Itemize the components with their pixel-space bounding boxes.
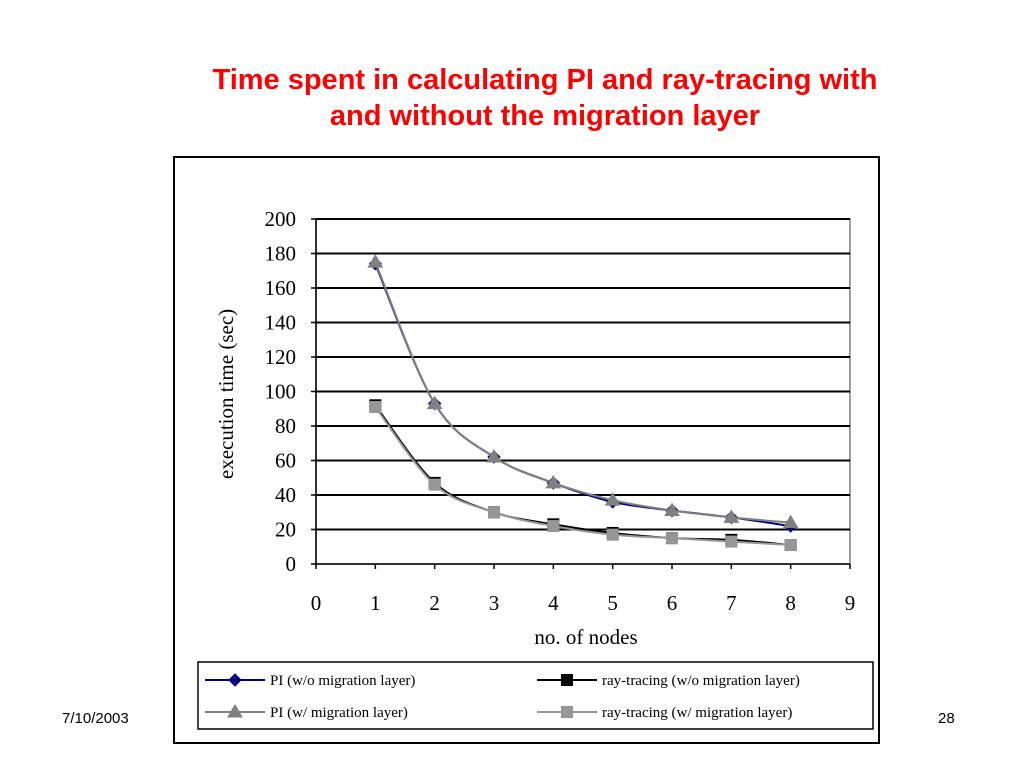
- data-point: [723, 509, 740, 523]
- x-tick-label: 9: [845, 591, 856, 615]
- slide-page-number: 28: [938, 710, 955, 727]
- legend-label: ray-tracing (w/o migration layer): [602, 673, 800, 689]
- series-1: [368, 257, 798, 533]
- data-point: [604, 492, 621, 506]
- data-point: [426, 395, 443, 410]
- data-point: [486, 449, 502, 463]
- slide-title-line-2: and without the migration layer: [329, 100, 761, 132]
- legend-marker: [561, 674, 573, 686]
- data-point: [784, 539, 797, 552]
- y-axis-label: execution time (sec): [214, 309, 238, 479]
- x-tick-label: 5: [607, 591, 618, 615]
- legend: PI (w/o migration layer) ray-tracing (w/o…: [197, 661, 874, 730]
- y-tick-label: 80: [275, 414, 296, 438]
- y-tick-label: 0: [286, 552, 297, 576]
- axes: [311, 218, 851, 569]
- x-tick-label: 6: [667, 591, 678, 615]
- data-point: [545, 474, 562, 489]
- series-line: [374, 406, 791, 547]
- y-tick-label: 120: [265, 345, 297, 369]
- x-tick-label: 4: [548, 591, 559, 615]
- legend-entry-3: PI (w/ migration layer): [205, 704, 408, 721]
- legend-box: [197, 661, 874, 730]
- legend-marker: [227, 704, 243, 718]
- y-tick-label: 200: [265, 207, 297, 231]
- plot-area: 0 20 40 60 80 100 120 140 160 180 200 0 1 2 3 4 5 6 7 8 9: [265, 207, 856, 615]
- legend-entry-2: ray-tracing (w/o migration layer): [537, 673, 800, 689]
- data-point: [488, 506, 500, 519]
- data-point: [547, 520, 560, 533]
- y-tick-label: 100: [265, 380, 297, 404]
- data-point: [664, 502, 680, 517]
- series: [367, 254, 799, 552]
- slide-title: Time spent in calculating PI and ray-tra…: [130, 62, 960, 134]
- y-tick-label: 60: [275, 449, 296, 473]
- x-axis-label: no. of nodes: [534, 625, 637, 649]
- slide-title-line-1: Time spent in calculating PI and ray-tra…: [212, 64, 878, 96]
- series-2: [369, 399, 797, 552]
- data-point: [369, 401, 382, 414]
- series-4: [369, 401, 797, 552]
- data-point: [367, 254, 384, 268]
- y-tick-label: 140: [265, 311, 297, 335]
- x-tick-label: 1: [370, 591, 381, 615]
- legend-label: PI (w/ migration layer): [270, 705, 408, 721]
- gridlines: [315, 218, 851, 565]
- legend-label: PI (w/o migration layer): [270, 673, 415, 689]
- x-tick-label: 2: [429, 591, 440, 615]
- y-tick-label: 160: [265, 276, 297, 300]
- x-tick-label: 3: [489, 591, 500, 615]
- line-chart: 0 20 40 60 80 100 120 140 160 180 200 0 1 2 3 4 5 6 7 8 9 n…: [197, 207, 874, 730]
- series-3: [367, 254, 799, 529]
- x-tick-label: 7: [726, 591, 737, 615]
- slide-date: 7/10/2003: [62, 710, 129, 727]
- data-point: [666, 532, 678, 545]
- data-point: [606, 528, 619, 541]
- y-tick-label: 180: [265, 242, 297, 266]
- chart-frame: 0 20 40 60 80 100 120 140 160 180 200 0 1 2 3 4 5 6 7 8 9 n…: [173, 156, 880, 744]
- data-point: [782, 514, 799, 529]
- legend-label: ray-tracing (w/ migration layer): [602, 705, 792, 721]
- y-tick-labels: 0 20 40 60 80 100 120 140 160 180 200: [265, 207, 297, 576]
- x-tick-label: 8: [785, 591, 796, 615]
- x-tick-labels: 0 1 2 3 4 5 6 7 8 9: [311, 591, 856, 615]
- legend-marker: [561, 706, 573, 718]
- data-point: [725, 535, 738, 548]
- y-tick-label: 40: [275, 483, 296, 507]
- y-tick-label: 20: [275, 518, 296, 542]
- x-tick-label: 0: [311, 591, 322, 615]
- legend-items: PI (w/o migration layer) ray-tracing (w/o…: [205, 673, 800, 721]
- legend-marker: [228, 673, 242, 687]
- legend-entry-1: PI (w/o migration layer): [205, 673, 415, 689]
- legend-entry-4: ray-tracing (w/ migration layer): [537, 705, 792, 721]
- data-point: [428, 478, 441, 491]
